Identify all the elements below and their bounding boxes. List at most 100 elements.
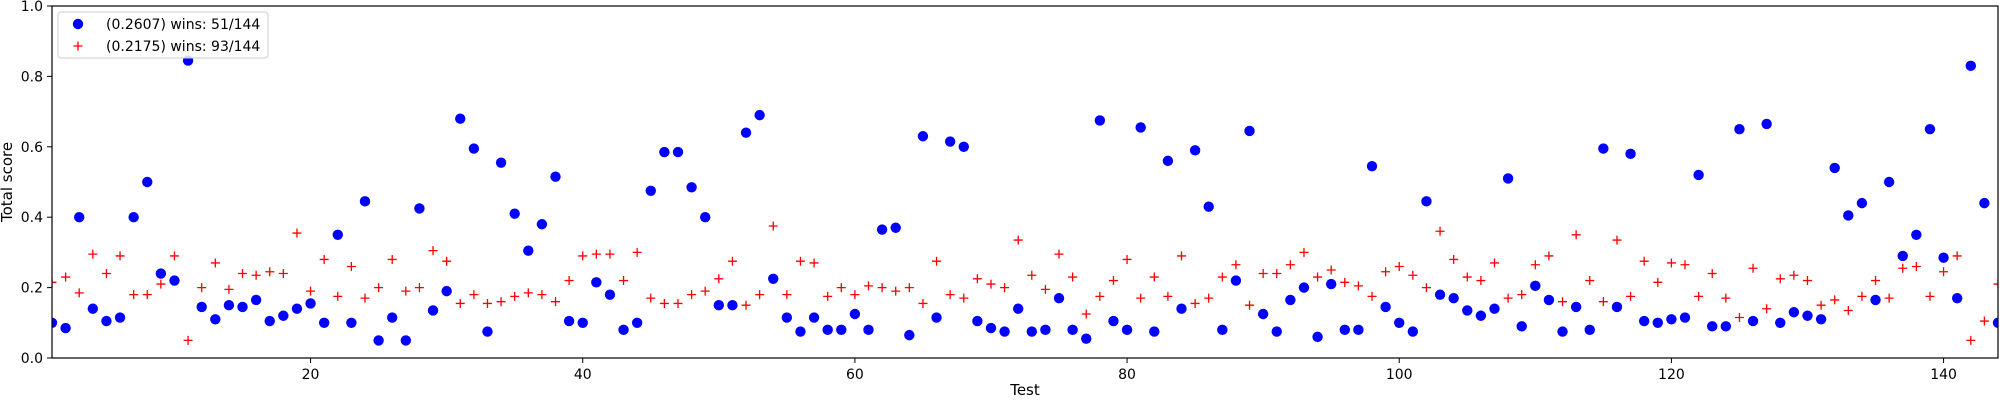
x-tick-label: 60 — [846, 367, 864, 383]
data-point-plus — [442, 256, 452, 266]
data-point-plus — [877, 283, 887, 293]
legend-marker-circle — [72, 18, 84, 30]
data-point-plus — [1190, 298, 1200, 308]
data-point-plus — [823, 291, 833, 301]
data-point-plus — [306, 286, 316, 296]
data-point-circle — [1652, 317, 1663, 328]
data-point-circle — [1543, 294, 1555, 306]
data-point-plus — [401, 286, 411, 296]
data-point-circle — [1775, 317, 1786, 328]
data-point-circle — [550, 171, 561, 182]
data-point-circle — [958, 141, 969, 152]
x-tick-label: 100 — [1386, 367, 1413, 383]
data-point-circle — [1638, 315, 1650, 327]
data-point-plus — [156, 279, 166, 289]
data-point-circle — [808, 312, 820, 323]
data-point-circle — [1856, 197, 1868, 209]
data-point-circle — [1475, 310, 1487, 321]
data-point-circle — [278, 310, 289, 321]
data-point-circle — [768, 273, 779, 284]
data-point-plus — [755, 290, 765, 300]
data-point-circle — [523, 245, 534, 256]
data-point-plus — [591, 249, 601, 259]
data-point-plus — [1762, 304, 1772, 314]
data-point-circle — [1761, 118, 1772, 130]
data-point-plus — [1503, 293, 1513, 303]
data-point-plus — [673, 298, 683, 308]
data-point-circle — [686, 182, 697, 193]
y-axis-label: Total score — [0, 142, 16, 223]
y-tick-label: 0.2 — [21, 281, 43, 297]
data-point-plus — [1993, 279, 1998, 289]
data-point-circle — [264, 315, 275, 327]
data-point-plus — [564, 276, 574, 286]
data-point-circle — [1815, 314, 1827, 325]
data-point-plus — [1898, 263, 1908, 273]
data-point-circle — [1625, 148, 1636, 160]
data-point-circle — [1530, 280, 1541, 292]
data-point-plus — [265, 267, 275, 277]
data-point-circle — [536, 219, 548, 230]
data-point-plus — [52, 277, 57, 287]
data-point-plus — [1122, 254, 1132, 264]
data-point-circle — [1516, 321, 1527, 332]
data-point-plus — [1721, 293, 1731, 303]
data-point-plus — [1884, 293, 1894, 303]
data-point-plus — [129, 290, 139, 300]
data-point-circle — [618, 324, 629, 336]
data-point-circle — [1121, 324, 1133, 336]
x-tick-label: 80 — [1118, 367, 1136, 383]
data-point-circle — [1026, 326, 1038, 337]
data-point-circle — [1611, 301, 1623, 313]
data-point-circle — [795, 326, 806, 337]
data-point-plus — [333, 291, 343, 301]
data-point-circle — [836, 324, 847, 336]
data-point-circle — [52, 317, 58, 328]
data-point-circle — [74, 212, 85, 223]
x-axis: 20 40 60 80 100 120 140 — [302, 358, 1957, 383]
data-point-circle — [400, 335, 412, 346]
series-1 — [52, 55, 1998, 346]
data-point-circle — [1979, 197, 1990, 209]
data-point-plus — [1707, 269, 1717, 279]
data-point-circle — [577, 317, 588, 328]
data-point-plus — [1952, 251, 1962, 261]
data-point-plus — [169, 251, 179, 261]
data-point-circle — [1693, 169, 1704, 181]
data-point-plus — [714, 274, 724, 284]
data-point-circle — [1965, 60, 1976, 72]
data-point-circle — [1244, 125, 1255, 137]
data-point-plus — [1558, 297, 1568, 307]
data-point-circle — [944, 136, 956, 147]
data-point-plus — [1340, 277, 1350, 287]
data-point-circle — [1829, 162, 1840, 174]
data-point-plus — [1108, 276, 1118, 286]
data-point-plus — [88, 249, 98, 259]
data-point-circle — [1271, 326, 1282, 337]
data-point-plus — [1979, 316, 1989, 326]
data-point-plus — [1530, 260, 1540, 270]
data-point-circle — [1230, 275, 1242, 286]
data-point-plus — [183, 335, 193, 345]
data-point-plus — [741, 300, 751, 310]
data-point-plus — [374, 283, 384, 293]
data-point-plus — [727, 256, 737, 266]
y-tick-label: 1.0 — [21, 0, 43, 15]
data-point-circle — [1094, 115, 1106, 126]
y-tick-label: 0.0 — [21, 351, 43, 367]
series-2 — [52, 221, 1998, 345]
x-tick-label: 20 — [302, 367, 320, 383]
data-point-circle — [495, 157, 507, 168]
data-point-circle — [1870, 294, 1881, 306]
data-point-plus — [537, 290, 547, 300]
data-point-plus — [1816, 300, 1826, 310]
data-point-circle — [1502, 173, 1514, 184]
data-point-plus — [360, 293, 370, 303]
series-layer — [52, 55, 1998, 346]
data-point-circle — [210, 314, 221, 325]
data-point-circle — [414, 203, 425, 214]
data-point-plus — [224, 284, 234, 294]
data-point-plus — [891, 286, 901, 296]
